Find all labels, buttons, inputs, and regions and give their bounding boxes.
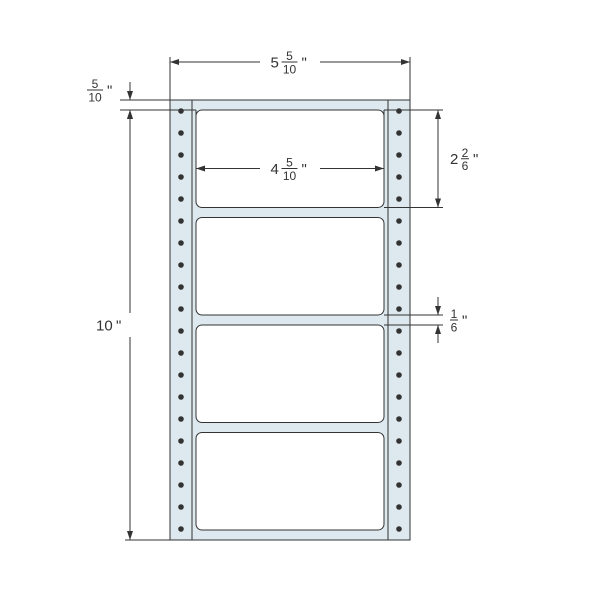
svg-text:6: 6	[462, 159, 469, 173]
svg-text:": "	[462, 312, 467, 329]
svg-text:5: 5	[271, 54, 279, 71]
svg-text:2: 2	[462, 146, 469, 160]
svg-text:1: 1	[451, 307, 458, 321]
svg-text:": "	[107, 82, 112, 99]
svg-text:": "	[302, 161, 307, 178]
svg-text:10: 10	[88, 90, 102, 104]
svg-text:5: 5	[92, 77, 99, 91]
svg-text:10: 10	[96, 317, 113, 334]
svg-text:5: 5	[286, 156, 293, 170]
svg-text:4: 4	[271, 161, 279, 178]
svg-text:": "	[116, 317, 121, 334]
svg-text:10: 10	[283, 62, 297, 76]
svg-text:5: 5	[286, 49, 293, 63]
svg-text:6: 6	[451, 320, 458, 334]
svg-text:2: 2	[450, 151, 458, 168]
svg-text:10: 10	[283, 169, 297, 183]
svg-text:": "	[302, 54, 307, 71]
label-dimension-diagram: 5510"510"4510"226"16"10"	[0, 0, 600, 600]
svg-text:": "	[473, 151, 478, 168]
